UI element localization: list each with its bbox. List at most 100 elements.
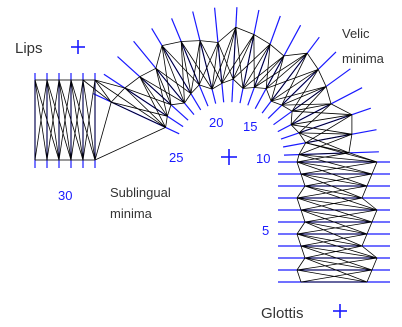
mesh-segment-48 <box>155 68 168 117</box>
mesh-segment-209 <box>366 269 373 283</box>
mesh-segment-54 <box>161 45 172 105</box>
mesh-segment-172 <box>296 197 302 211</box>
mesh-segment-90 <box>232 43 271 80</box>
mesh-segment-194 <box>300 245 378 259</box>
mesh-segment-52 <box>170 102 185 106</box>
mesh-segment-69 <box>180 41 213 90</box>
mesh-segment-40 <box>165 116 168 128</box>
mesh-segment-107 <box>283 52 308 57</box>
mesh-segment-146 <box>298 154 378 163</box>
mesh-segment-33 <box>94 127 166 161</box>
mesh-segment-130 <box>290 124 300 134</box>
tongue-contour-mesh <box>34 26 378 283</box>
mesh-segment-160 <box>300 173 306 187</box>
mesh-segment-135 <box>305 114 353 144</box>
mesh-segment-119 <box>317 69 327 87</box>
mesh-segment-178 <box>300 209 306 223</box>
mesh-segment-68 <box>198 40 201 85</box>
mesh-segment-113 <box>306 52 319 70</box>
mesh-segment-37 <box>111 101 166 128</box>
mesh-segment-177 <box>304 209 378 223</box>
mesh-segment-115 <box>281 69 319 106</box>
mesh-segment-30 <box>82 79 112 103</box>
mesh-segment-44 <box>139 76 168 117</box>
mesh-segment-203 <box>371 257 378 271</box>
mesh-segment-206 <box>296 269 368 283</box>
mesh-segment-94 <box>242 87 255 89</box>
mesh-segment-58 <box>184 93 192 104</box>
sublingual-minima-label-line2: minima <box>110 206 153 221</box>
mesh-segment-141 <box>298 133 353 155</box>
mesh-segment-98 <box>254 55 285 88</box>
mesh-segment-74 <box>211 42 219 90</box>
gridline-number-15: 15 <box>243 119 257 134</box>
mesh-segment-125 <box>325 86 332 105</box>
lips-reference-cross <box>71 40 85 54</box>
mesh-segment-106 <box>265 88 272 102</box>
mesh-segment-32 <box>94 79 112 103</box>
mesh-segment-176 <box>300 209 373 223</box>
mesh-segment-184 <box>296 221 306 235</box>
mesh-segment-196 <box>300 245 306 259</box>
mesh-segment-82 <box>221 78 234 84</box>
mesh-segment-95 <box>253 34 271 45</box>
mesh-segment-155 <box>371 161 378 175</box>
mesh-segment-148 <box>296 154 300 163</box>
mesh-segment-159 <box>304 173 373 187</box>
mesh-segment-51 <box>139 76 185 104</box>
mesh-segment-134 <box>298 132 352 135</box>
mesh-segment-153 <box>300 161 378 175</box>
mesh-segment-96 <box>242 55 285 89</box>
mesh-segment-65 <box>161 41 182 46</box>
mesh-segment-154 <box>296 161 302 175</box>
mesh-segment-143 <box>348 134 353 153</box>
mesh-segment-158 <box>300 173 368 187</box>
mesh-segment-61 <box>161 45 192 94</box>
mesh-segment-188 <box>296 233 363 247</box>
mesh-segment-3 <box>34 79 48 161</box>
mesh-segment-111 <box>281 53 308 106</box>
mesh-segment-165 <box>296 185 368 199</box>
sublingual-minima-label-line1: Sublingual <box>110 185 171 200</box>
mesh-segment-67 <box>180 41 200 86</box>
mesh-segment-100 <box>254 87 267 89</box>
mesh-segment-123 <box>290 86 327 125</box>
mesh-segment-190 <box>296 233 302 247</box>
mesh-segment-9 <box>46 79 60 161</box>
mesh-segment-87 <box>235 27 244 89</box>
glottis-label: Glottis <box>261 305 304 322</box>
mesh-segment-132 <box>291 124 352 135</box>
mesh-segment-122 <box>292 103 332 112</box>
mesh-segment-109 <box>270 52 308 102</box>
mesh-segment-201 <box>296 257 378 271</box>
mesh-segment-121 <box>291 86 327 112</box>
gridline-number-5: 5 <box>262 223 269 238</box>
mesh-segment-208 <box>296 269 302 283</box>
mesh-segment-77 <box>199 40 219 43</box>
mesh-segment-85 <box>232 27 237 80</box>
mesh-segment-43 <box>124 87 168 117</box>
mesh-segment-78 <box>211 27 237 90</box>
mesh-segment-179 <box>371 209 378 223</box>
lips-label: Lips <box>15 40 43 57</box>
mesh-segment-35 <box>94 101 112 161</box>
mesh-segment-72 <box>198 42 219 86</box>
mesh-segment-66 <box>190 40 201 94</box>
gridline-number-30: 30 <box>58 188 72 203</box>
gridline-number-25: 25 <box>169 150 183 165</box>
mesh-segment-79 <box>217 42 223 84</box>
mesh-segment-133 <box>298 114 353 134</box>
mesh-segment-34 <box>94 79 166 128</box>
mesh-segment-56 <box>161 45 185 104</box>
mesh-segment-195 <box>304 245 363 259</box>
mesh-segment-105 <box>270 55 285 102</box>
mesh-segment-103 <box>265 55 285 89</box>
mesh-segment-136 <box>298 132 307 144</box>
mesh-segment-171 <box>300 197 363 211</box>
mesh-segment-88 <box>232 78 244 89</box>
mesh-segment-21 <box>70 79 84 161</box>
mesh-segment-99 <box>265 44 271 89</box>
mesh-segment-126 <box>292 110 352 116</box>
mesh-segment-138 <box>298 132 350 154</box>
mesh-segment-183 <box>296 221 373 235</box>
